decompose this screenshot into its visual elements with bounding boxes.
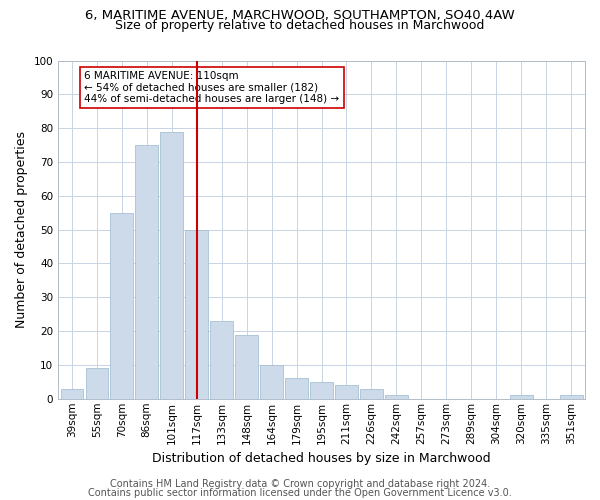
Text: 6, MARITIME AVENUE, MARCHWOOD, SOUTHAMPTON, SO40 4AW: 6, MARITIME AVENUE, MARCHWOOD, SOUTHAMPT…	[85, 10, 515, 22]
Bar	[86, 368, 108, 399]
X-axis label: Distribution of detached houses by size in Marchwood: Distribution of detached houses by size …	[152, 452, 491, 465]
Bar	[260, 365, 283, 399]
Bar	[286, 378, 308, 399]
Bar	[61, 388, 83, 399]
Bar	[211, 321, 233, 399]
Text: Contains public sector information licensed under the Open Government Licence v3: Contains public sector information licen…	[88, 488, 512, 498]
Bar	[136, 145, 158, 399]
Bar	[335, 385, 358, 399]
Text: Size of property relative to detached houses in Marchwood: Size of property relative to detached ho…	[115, 20, 485, 32]
Bar	[235, 334, 258, 399]
Bar	[360, 388, 383, 399]
Y-axis label: Number of detached properties: Number of detached properties	[15, 131, 28, 328]
Text: 6 MARITIME AVENUE: 110sqm
← 54% of detached houses are smaller (182)
44% of semi: 6 MARITIME AVENUE: 110sqm ← 54% of detac…	[85, 70, 340, 104]
Bar	[310, 382, 333, 399]
Bar	[185, 230, 208, 399]
Bar	[510, 396, 533, 399]
Bar	[385, 396, 407, 399]
Bar	[560, 396, 583, 399]
Bar	[110, 212, 133, 399]
Text: Contains HM Land Registry data © Crown copyright and database right 2024.: Contains HM Land Registry data © Crown c…	[110, 479, 490, 489]
Bar	[160, 132, 183, 399]
